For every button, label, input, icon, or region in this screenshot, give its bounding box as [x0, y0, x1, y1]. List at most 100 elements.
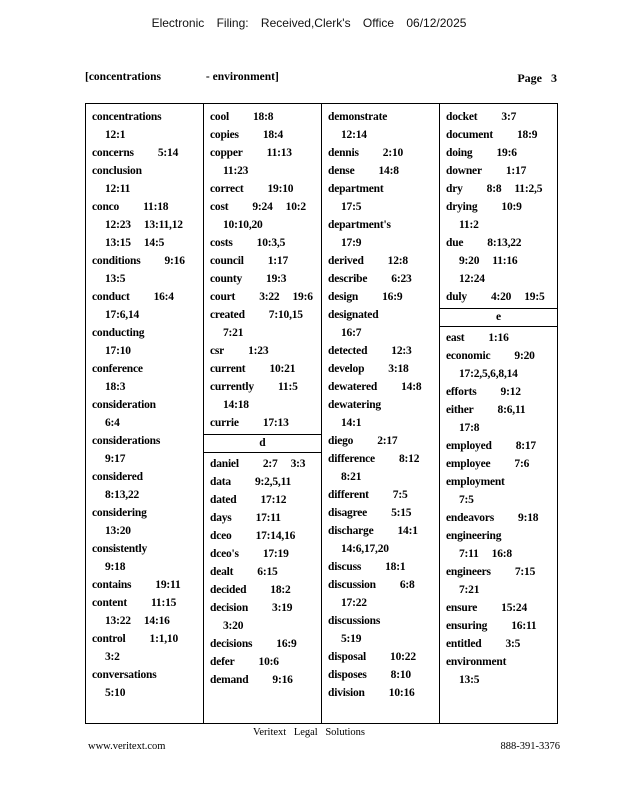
index-entry: decided 18:2: [210, 581, 315, 599]
index-word: copper: [210, 147, 243, 159]
index-entry: conversations 5:10: [92, 666, 197, 702]
index-entry: csr 1:23: [210, 342, 315, 360]
index-word: dceo's: [210, 548, 239, 560]
index-entry: consideration 6:4: [92, 396, 197, 432]
page-line-ref: 9:18: [518, 512, 539, 524]
footer-url: www.veritext.com: [88, 741, 166, 752]
index-column-2: cool 18:8 copies 18:4 copper 11:13 11:23 correc…: [203, 104, 321, 723]
index-entry: describe 6:23: [328, 270, 433, 288]
page-line-ref: 3:22: [259, 291, 280, 303]
index-word: conduct: [92, 291, 130, 303]
index-word: design: [328, 291, 359, 303]
index-word: environment: [446, 656, 507, 668]
index-entry: entitled 3:5: [446, 635, 551, 653]
index-entry: concentrations 12:1: [92, 108, 197, 144]
page-line-ref: 16:7: [341, 327, 362, 339]
page-line-ref: 11:13: [266, 147, 292, 159]
index-word: engineers: [446, 566, 491, 578]
index-entry: dealt 6:15: [210, 563, 315, 581]
page-line-ref: 17:14,16: [255, 530, 296, 542]
index-word: consistently: [92, 543, 148, 555]
index-entry: derived 12:8: [328, 252, 433, 270]
index-word: derived: [328, 255, 364, 267]
index-word: describe: [328, 273, 368, 285]
index-word: consideration: [92, 399, 156, 411]
index-word: dealt: [210, 566, 234, 578]
index-word: discussions: [328, 615, 381, 627]
index-word: conco: [92, 201, 120, 213]
index-word: court: [210, 291, 236, 303]
index-word: detected: [328, 345, 368, 357]
page-line-ref: 17:19: [262, 548, 289, 560]
index-entry: downer 1:17: [446, 162, 551, 180]
index-entry: doing 19:6: [446, 144, 551, 162]
index-word: correct: [210, 183, 244, 195]
page-line-ref: 9:17: [105, 453, 126, 465]
page-line-ref: 12:24: [459, 273, 485, 285]
page-line-ref: 3:5: [505, 638, 521, 650]
index-entry: copies 18:4: [210, 126, 315, 144]
page-line-ref: 8:12: [398, 453, 420, 465]
page-line-ref: 3:18: [388, 363, 409, 375]
index-word: considerations: [92, 435, 161, 447]
page-line-ref: 9:18: [105, 561, 126, 573]
page-line-ref: 9:2,5,11: [254, 476, 292, 488]
index-column-3: demonstrate 12:14 dennis 2:10 dense 14:8 depar…: [321, 104, 439, 723]
index-word: either: [446, 404, 474, 416]
index-entry: discharge 14:1 14:6,17,20: [328, 522, 433, 558]
index-entry: decision 3:19 3:20: [210, 599, 315, 635]
page-line-ref: 19:5: [524, 291, 545, 303]
index-entry: dense 14:8: [328, 162, 433, 180]
page-line-ref: 11:5: [277, 381, 298, 393]
page-line-ref: 5:14: [157, 147, 179, 159]
index-word: discharge: [328, 525, 374, 537]
page-line-ref: 13:15: [105, 237, 131, 249]
index-word: conditions: [92, 255, 141, 267]
page-line-ref: 3:2: [105, 651, 120, 663]
index-entry: control 1:1,10 3:2: [92, 630, 197, 666]
page-line-ref: 12:11: [105, 183, 131, 195]
index-entry: conduct 16:4 17:6,14: [92, 288, 197, 324]
index-entry: currently 11:5 14:18: [210, 378, 315, 414]
page-word: Page: [517, 71, 542, 85]
index-range-end: - environment]: [205, 71, 279, 83]
index-word: dry: [446, 183, 463, 195]
page-line-ref: 16:11: [511, 620, 537, 632]
index-entry: decisions 16:9: [210, 635, 315, 653]
index-entry: copper 11:13 11:23: [210, 144, 315, 180]
page-line-ref: 10:6: [258, 656, 279, 668]
page-line-ref: 4:20: [490, 291, 512, 303]
page-line-ref: 8:6,11: [497, 404, 526, 416]
page-line-ref: 8:13,22: [487, 237, 522, 249]
index-word: decision: [210, 602, 249, 614]
index-entry: currie 17:13: [210, 414, 315, 432]
index-entry: dceo's 17:19: [210, 545, 315, 563]
index-entry: environment 13:5: [446, 653, 551, 689]
page-line-ref: 13:20: [105, 525, 131, 537]
page-line-ref: 1:16: [488, 332, 509, 344]
page-line-ref: 18:9: [516, 129, 538, 141]
index-word: duly: [446, 291, 467, 303]
index-word: cool: [210, 111, 229, 123]
page-line-ref: 6:4: [105, 417, 120, 429]
page-line-ref: 18:4: [262, 129, 284, 141]
index-entry: ensure 15:24: [446, 599, 551, 617]
page-line-ref: 7:11: [459, 548, 479, 560]
index-entry: docket 3:7: [446, 108, 551, 126]
page-line-ref: 17:10: [105, 345, 131, 357]
page-line-ref: 17:8: [459, 422, 480, 434]
index-word: conference: [92, 363, 143, 375]
index-word: data: [210, 476, 231, 488]
page-line-ref: 5:19: [341, 633, 362, 645]
letter-section-header: e: [440, 308, 557, 327]
page-line-ref: 18:3: [105, 381, 126, 393]
efiling-stamp: Electronic Filing: Received,Clerk's Offi…: [151, 16, 467, 30]
page-line-ref: 2:7: [262, 458, 278, 470]
index-word: doing: [446, 147, 473, 159]
index-word: concerns: [92, 147, 134, 159]
page-line-ref: 11:16: [492, 255, 518, 267]
index-entry: conco 11:18 12:23 13:11,12 13:15 14:5: [92, 198, 197, 252]
index-word: division: [328, 687, 365, 699]
index-word: county: [210, 273, 243, 285]
page-line-ref: 19:3: [266, 273, 287, 285]
